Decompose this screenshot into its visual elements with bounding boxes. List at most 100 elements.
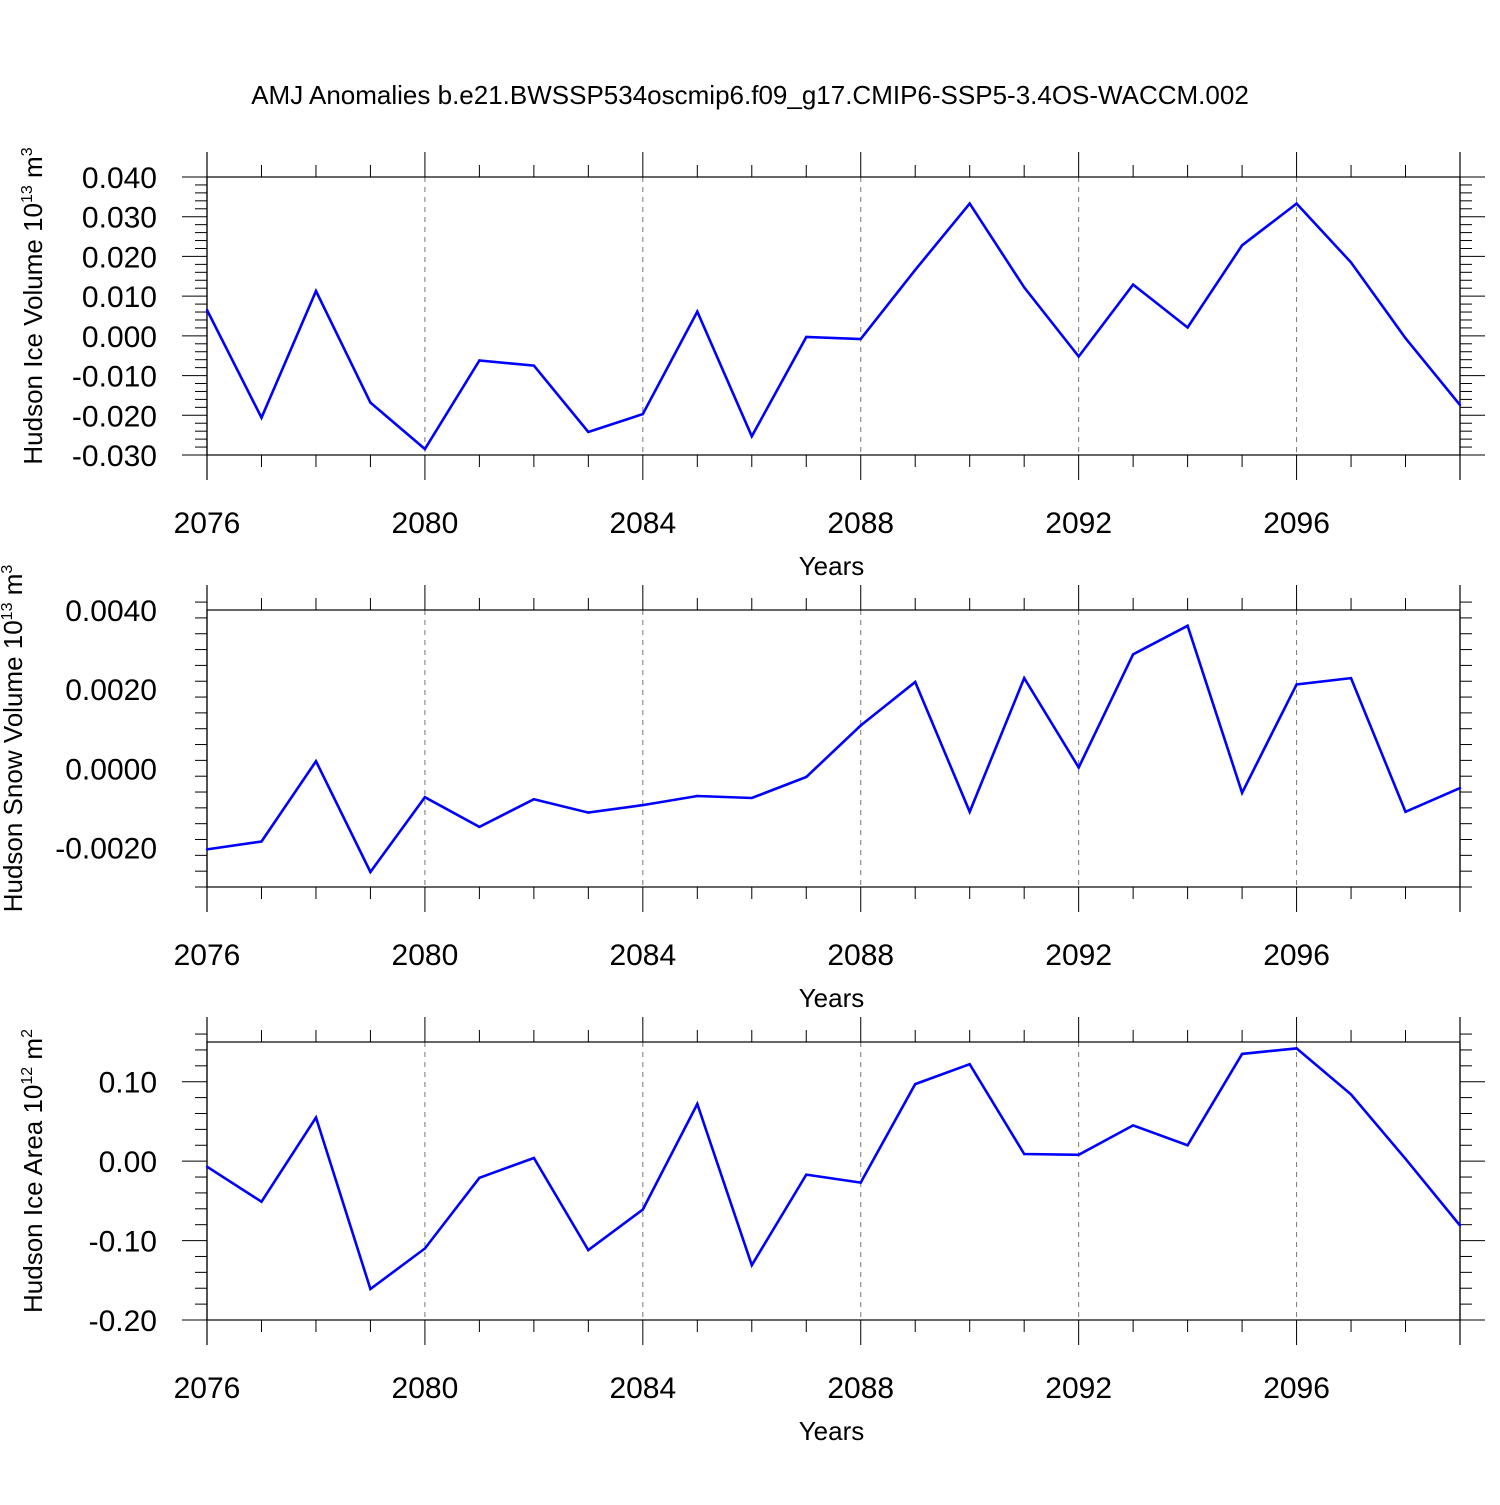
data-point [314,759,318,763]
x-tick-label: 2092 [1045,507,1112,540]
y-axis-label-unit: m [0,574,28,603]
y-tick-label: 0.00 [99,1146,157,1179]
data-point [859,1181,862,1184]
y-axis-label: Hudson Ice Volume 1013 m3 [18,147,48,464]
data-point [369,870,372,874]
data-point [696,794,699,798]
series-line [205,201,1462,451]
y-axis-label-unit: m [18,156,48,185]
y-axis-label-text: Hudson Ice Area 10 [18,1085,48,1313]
data-point [205,308,209,312]
x-tick-label: 2084 [609,939,676,972]
data-point [1186,326,1189,329]
data-point [750,1263,753,1267]
y-tick-label: 0.0020 [65,674,157,707]
data-point [587,430,590,434]
y-axis-label-text: Hudson Ice Volume 10 [18,203,48,465]
data-point [1349,261,1353,264]
data-point [1404,337,1407,340]
data-point [369,401,372,404]
data-point [914,268,917,272]
y-axis-label: Hudson Snow Volume 1013 m3 [0,565,28,913]
data-point [1077,1153,1080,1156]
data-point [641,1208,645,1211]
x-tick-label: 2096 [1263,507,1330,540]
data-point [859,337,862,341]
data-point [1240,1052,1244,1056]
y-tick-label: -0.0020 [55,832,157,865]
data-point [478,359,481,362]
data-point [1022,1152,1026,1156]
data-point [1240,791,1244,795]
x-axis-label: Years [799,983,865,1013]
data-point [859,724,862,727]
data-point [1022,676,1026,680]
data-point [1131,1124,1135,1127]
data-point [968,810,971,814]
x-tick-label: 2092 [1045,939,1112,972]
y-axis-label-exponent: 13 [0,602,16,620]
y-tick-label: -0.030 [72,440,157,473]
data-point [1131,283,1135,286]
x-tick-label: 2084 [609,507,676,540]
data-point [1458,403,1462,407]
y-tick-label: -0.20 [89,1305,157,1338]
x-tick-label: 2088 [827,507,894,540]
data-point [1022,286,1026,289]
x-tick-label: 2076 [174,939,241,972]
data-point [260,1200,263,1203]
x-axis-label: Years [799,551,865,581]
y-tick-label: 0.030 [82,202,157,235]
x-tick-label: 2080 [392,507,459,540]
plot-frame [206,609,1461,888]
data-point [532,364,536,367]
data-point [1240,244,1244,247]
data-point [1458,1224,1462,1227]
data-point [1349,676,1353,680]
data-point [805,335,808,339]
data-point [805,1173,808,1176]
series-line [206,1047,1462,1292]
y-tick-label: -0.10 [89,1226,157,1259]
data-point [205,1165,209,1168]
data-point [532,1156,536,1160]
y-axis-label-unit-exponent: 3 [19,147,36,156]
data-point [696,1102,699,1106]
data-point [587,811,590,814]
chart-panel-1: 2076 2080 2084 2088 2092 2096 Years -0.030 -0.02… [18,147,1485,581]
x-tick-label: 2084 [609,1372,676,1405]
data-point [260,416,263,419]
data-point [532,797,536,801]
y-tick-label: 0.0040 [65,595,157,628]
y-tick-label: 0.020 [82,241,157,274]
data-point [423,1247,427,1250]
y-axis-label: Hudson Ice Area 1012 m2 [18,1029,48,1313]
data-point [478,825,481,829]
x-tick-label: 2096 [1263,1372,1330,1405]
y-tick-label: 0.010 [82,281,157,314]
data-point [805,775,808,779]
data-point [587,1248,590,1252]
data-point [1458,786,1462,790]
data-point [314,1116,318,1119]
data-point [1077,766,1080,769]
data-point [641,803,645,807]
data-point [1186,1144,1189,1147]
data-point [968,1063,971,1066]
y-axis-label-unit-exponent: 2 [19,1029,36,1038]
data-point [478,1176,481,1180]
data-point [423,447,427,451]
y-tick-label: 0.000 [82,321,157,354]
chart-panel-2: 2076 2080 2084 2088 2092 2096 Years -0.0020 0.00… [0,565,1472,1013]
data-point [260,840,263,843]
data-point [1404,810,1407,814]
data-point [1077,355,1080,358]
y-tick-label: 0.040 [82,162,157,195]
data-point [205,848,209,851]
x-axis-label: Years [799,1416,865,1446]
y-tick-label: 0.10 [99,1067,157,1100]
data-point [1131,653,1135,656]
y-axis-label-exponent: 13 [19,185,36,203]
